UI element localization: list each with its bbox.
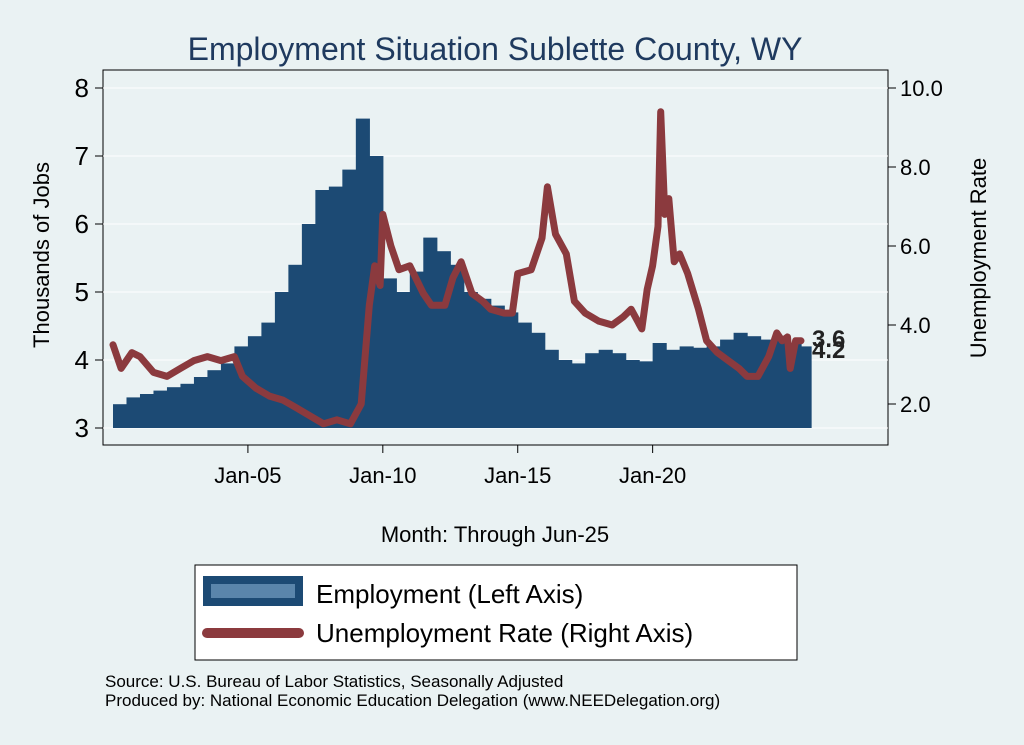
employment-bar — [288, 264, 303, 428]
employment-bar — [301, 224, 316, 428]
x-tick-label: Jan-15 — [484, 463, 551, 488]
employment-bar — [639, 361, 654, 428]
employment-bar — [423, 237, 438, 428]
y-left-tick-label: 7 — [75, 141, 89, 171]
employment-bar — [180, 383, 195, 428]
y-left-tick-label: 3 — [75, 413, 89, 443]
employment-bar — [747, 336, 762, 428]
employment-bar — [477, 298, 492, 428]
employment-bar — [342, 169, 357, 428]
employment-bar — [396, 292, 411, 428]
employment-bar — [693, 347, 708, 428]
right-axis-ticks: 2.0 4.0 6.0 8.0 10.0 — [888, 76, 943, 417]
y-right-label: Unemployment Rate — [966, 158, 991, 359]
x-tick-label: Jan-05 — [214, 463, 281, 488]
employment-bar — [328, 186, 343, 428]
employment-bar — [409, 271, 424, 428]
employment-bar — [436, 251, 451, 428]
y-right-tick-label: 2.0 — [900, 392, 931, 417]
employment-bar — [625, 360, 640, 428]
employment-bar — [571, 363, 586, 428]
y-right-tick-label: 4.0 — [900, 313, 931, 338]
end-label-unemployment: 3.6 — [812, 326, 845, 353]
employment-bar — [490, 305, 505, 428]
y-left-tick-label: 4 — [75, 345, 89, 375]
end-label-employment: 4.2 — [812, 337, 845, 364]
employment-bar — [531, 332, 546, 428]
employment-bars — [113, 118, 812, 428]
employment-bar — [801, 346, 812, 428]
employment-bar — [274, 292, 289, 428]
y-left-label: Thousands of Jobs — [29, 162, 54, 348]
employment-bar — [679, 346, 694, 428]
x-tick-label: Jan-20 — [619, 463, 686, 488]
employment-bar — [774, 336, 789, 428]
employment-bar — [126, 397, 141, 428]
y-right-tick-label: 6.0 — [900, 234, 931, 259]
x-axis-label: Month: Through Jun-25 — [381, 522, 609, 547]
employment-bar — [558, 360, 573, 428]
employment-bar — [612, 353, 627, 428]
employment-bar — [113, 404, 128, 428]
employment-bar — [544, 349, 559, 428]
employment-bar — [153, 390, 168, 428]
legend-employment-label: Employment (Left Axis) — [316, 579, 583, 609]
employment-bar — [450, 264, 465, 428]
employment-bar — [463, 292, 478, 428]
y-left-tick-label: 8 — [75, 73, 89, 103]
employment-bar — [261, 322, 276, 428]
x-axis-ticks: Jan-05 Jan-10 Jan-15 Jan-20 — [214, 445, 686, 488]
employment-bar — [207, 370, 222, 428]
source-note: Source: U.S. Bureau of Labor Statistics,… — [105, 672, 564, 691]
employment-bar — [315, 190, 330, 428]
legend: Employment (Left Axis) Unemployment Rate… — [194, 564, 798, 661]
employment-bar — [733, 332, 748, 428]
employment-bar — [193, 377, 209, 428]
unemployment-line — [109, 108, 805, 428]
chart-title: Employment Situation Sublette County, WY — [188, 31, 803, 67]
employment-bar — [652, 343, 667, 428]
employment-bar — [504, 312, 519, 428]
y-right-tick-label: 10.0 — [900, 76, 943, 101]
legend-employment-swatch-inner — [211, 584, 295, 598]
left-axis-ticks: 3 4 5 6 7 8 — [75, 73, 103, 443]
employment-bar — [517, 322, 532, 428]
y-left-tick-label: 6 — [75, 209, 89, 239]
chart-footer: Source: U.S. Bureau of Labor Statistics,… — [105, 672, 720, 710]
x-tick-label: Jan-10 — [349, 463, 416, 488]
employment-bar — [139, 394, 155, 428]
employment-bar — [382, 278, 397, 428]
y-left-tick-label: 5 — [75, 277, 89, 307]
employment-bar — [706, 346, 721, 428]
employment-bar — [585, 353, 600, 428]
y-right-tick-label: 8.0 — [900, 155, 931, 180]
employment-bar — [247, 336, 262, 428]
legend-unemployment-label: Unemployment Rate (Right Axis) — [316, 618, 693, 648]
employment-bar — [220, 363, 236, 428]
produced-by-note: Produced by: National Economic Education… — [105, 691, 721, 710]
employment-bar — [666, 349, 681, 428]
employment-bar — [598, 349, 613, 428]
employment-bar — [166, 387, 182, 428]
